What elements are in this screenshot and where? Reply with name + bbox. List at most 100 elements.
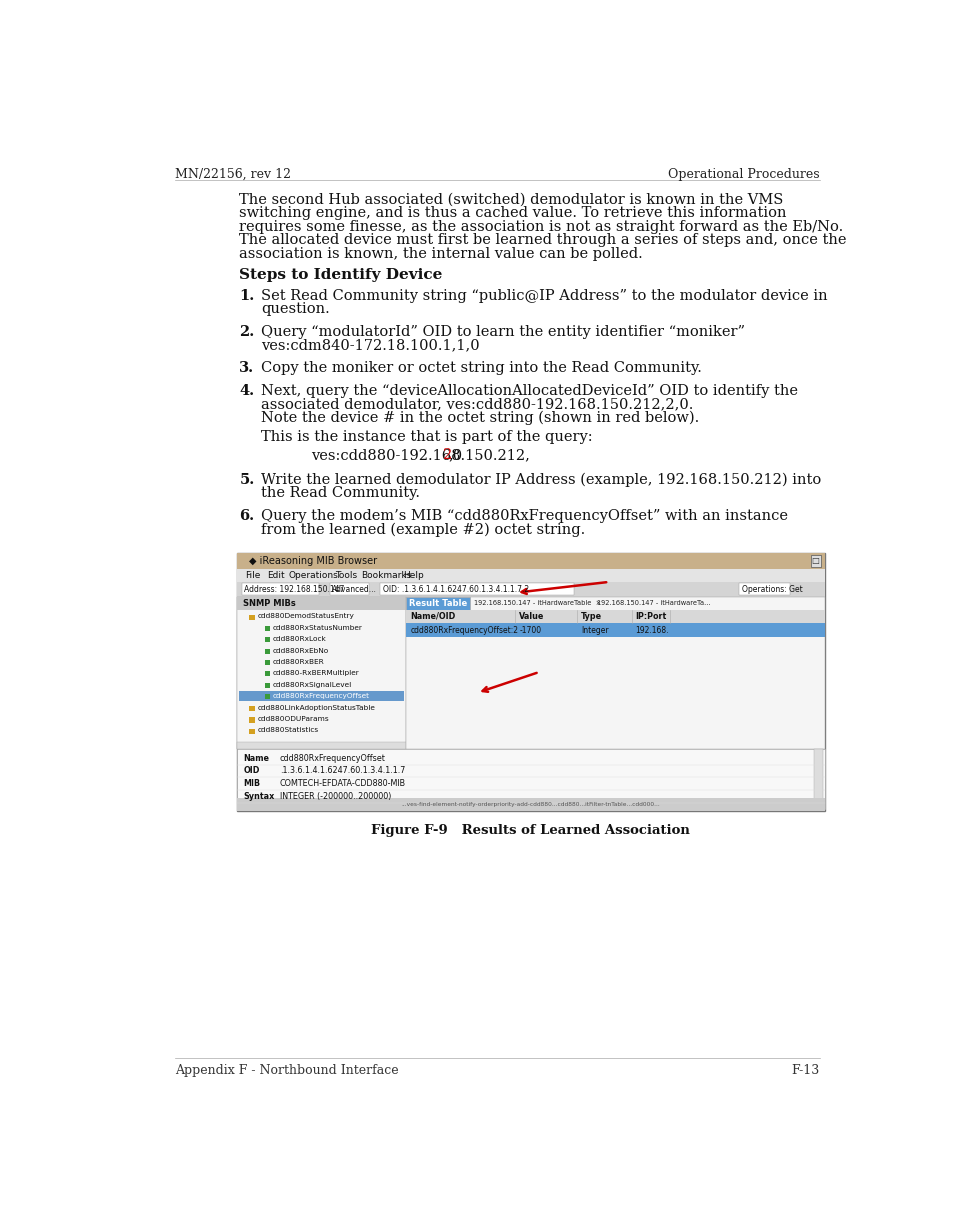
Bar [236,569,823,582]
Text: Note the device # in the octet string (shown in red below).: Note the device # in the octet string (s… [261,411,699,425]
Text: Help: Help [403,571,424,580]
Text: Name: Name [243,753,269,763]
Text: 192.168.150.147 - itHardwareTable  ×: 192.168.150.147 - itHardwareTable × [474,600,600,606]
Text: -1700: -1700 [518,626,540,634]
Text: MIB: MIB [243,779,260,788]
Text: requires some finesse, as the association is not as straight forward as the Eb/N: requires some finesse, as the associatio… [239,220,842,233]
Text: Result Table: Result Table [408,599,466,607]
Text: INTEGER (-200000..200000): INTEGER (-200000..200000) [279,791,391,801]
Text: the Read Community.: the Read Community. [261,486,419,501]
Text: association is known, the internal value can be polled.: association is known, the internal value… [239,247,642,260]
Text: Name/OID: Name/OID [410,612,456,621]
Text: ◆ iReasoning MIB Browser: ◆ iReasoning MIB Browser [249,556,376,566]
Bar [236,552,823,569]
Bar [249,615,255,620]
Text: 2.: 2. [239,325,254,339]
Text: Advanced...: Advanced... [332,585,376,594]
Text: SNMP MIBs: SNMP MIBs [243,599,295,607]
Text: cdd880RxEbNo: cdd880RxEbNo [273,648,329,654]
Text: cdd880Statistics: cdd880Statistics [257,728,318,734]
Bar [265,637,270,642]
Text: Edit: Edit [267,571,284,580]
Bar [249,729,255,734]
Text: Query “modulatorId” OID to learn the entity identifier “moniker”: Query “modulatorId” OID to learn the ent… [261,325,744,339]
Bar [265,671,270,676]
Text: 6.: 6. [239,509,254,523]
Bar [330,584,369,595]
Bar [265,694,270,699]
Text: cdd880RxFrequencyOffset:2: cdd880RxFrequencyOffset:2 [410,626,518,634]
Text: Operational Procedures: Operational Procedures [667,168,819,182]
FancyArrowPatch shape [521,583,606,594]
Text: Syntax: Syntax [243,791,274,801]
FancyArrowPatch shape [482,672,537,692]
Bar [265,626,270,631]
Text: cdd880ODUParams: cdd880ODUParams [257,717,329,721]
Text: Set Read Community string “public@IP Address” to the modulator device in: Set Read Community string “public@IP Add… [261,288,827,303]
Text: The second Hub associated (switched) demodulator is known in the VMS: The second Hub associated (switched) dem… [239,193,783,206]
Text: Address: 192.168.150.147: Address: 192.168.150.147 [244,585,344,594]
Bar [265,660,270,665]
Bar [814,748,822,809]
Text: cdd880RxSignalLevel: cdd880RxSignalLevel [273,682,352,688]
Text: cdd880DemodStatusEntry: cdd880DemodStatusEntry [257,614,354,620]
Text: COMTECH-EFDATA-CDD880-MIB: COMTECH-EFDATA-CDD880-MIB [279,779,405,788]
Text: Write the learned demodulator IP Address (example, 192.168.150.212) into: Write the learned demodulator IP Address… [261,472,821,487]
Text: cdd880LinkAdoptionStatusTable: cdd880LinkAdoptionStatusTable [257,704,375,710]
Text: 192.168.: 192.168. [635,626,668,634]
Bar [380,584,574,595]
Bar [236,596,406,748]
Bar [236,596,406,610]
Bar [406,623,823,637]
Text: Value: Value [518,612,544,621]
Text: ,0: ,0 [448,448,462,463]
Text: The allocated device must first be learned through a series of steps and, once t: The allocated device must first be learn… [239,233,846,247]
Text: cdd880RxLock: cdd880RxLock [273,637,326,642]
Text: OID: .1.3.6.1.4.1.6247.60.1.3.4.1.1.7.2: OID: .1.3.6.1.4.1.6247.60.1.3.4.1.1.7.2 [382,585,528,594]
Text: cdd880RxStatusNumber: cdd880RxStatusNumber [273,625,362,631]
Text: Type: Type [580,612,601,621]
Bar [265,649,270,654]
Text: MN/22156, rev 12: MN/22156, rev 12 [174,168,291,182]
Text: Bookmarks: Bookmarks [360,571,411,580]
Bar [265,682,270,688]
Text: 2: 2 [443,448,452,463]
Bar [236,748,823,809]
Text: Next, query the “deviceAllocationAllocatedDeviceId” OID to identify the: Next, query the “deviceAllocationAllocat… [261,384,798,398]
Text: from the learned (example #2) octet string.: from the learned (example #2) octet stri… [261,523,585,536]
Text: Integer: Integer [580,626,608,634]
Bar [236,798,823,811]
Text: associated demodulator, ves:cdd880-192.168.150.212,2,0.: associated demodulator, ves:cdd880-192.1… [261,398,693,411]
Bar [810,555,820,567]
Bar [236,582,823,596]
Text: 1.: 1. [239,288,254,303]
Text: Copy the moniker or octet string into the Read Community.: Copy the moniker or octet string into th… [261,361,701,375]
Text: Operations: Get: Operations: Get [740,585,801,594]
Text: Figure F-9   Results of Learned Association: Figure F-9 Results of Learned Associatio… [371,825,689,838]
Text: question.: question. [261,302,330,317]
Bar [406,596,469,610]
Bar [241,584,319,595]
Text: Tools: Tools [335,571,356,580]
Text: Steps to Identify Device: Steps to Identify Device [239,267,442,282]
Text: .1.3.6.1.4.1.6247.60.1.3.4.1.1.7: .1.3.6.1.4.1.6247.60.1.3.4.1.1.7 [279,767,405,775]
Bar [249,706,255,712]
Bar [406,610,823,623]
Text: F-13: F-13 [791,1064,819,1076]
Text: ...ves-find-element-notify-orderpriority-add-cdd880...cdd880...itFilter-tnTable.: ...ves-find-element-notify-orderpriority… [401,801,659,806]
Text: Operations: Operations [288,571,338,580]
Text: ves:cdm840-172.18.100.1,1,0: ves:cdm840-172.18.100.1,1,0 [261,339,479,352]
Text: cdd880RxBER: cdd880RxBER [273,659,324,665]
Text: cdd880RxFrequencyOffset: cdd880RxFrequencyOffset [279,753,385,763]
Text: Query the modem’s MIB “cdd880RxFrequencyOffset” with an instance: Query the modem’s MIB “cdd880RxFrequency… [261,509,787,523]
Bar [236,742,406,748]
Bar [739,584,789,595]
Bar [236,552,823,811]
Text: Appendix F - Northbound Interface: Appendix F - Northbound Interface [174,1064,398,1076]
Text: cdd880RxFrequencyOffset: cdd880RxFrequencyOffset [273,693,370,699]
Text: switching engine, and is thus a cached value. To retrieve this information: switching engine, and is thus a cached v… [239,206,786,220]
Text: File: File [245,571,260,580]
Text: IP:Port: IP:Port [635,612,666,621]
Text: 4.: 4. [239,384,254,398]
Text: This is the instance that is part of the query:: This is the instance that is part of the… [261,431,592,444]
